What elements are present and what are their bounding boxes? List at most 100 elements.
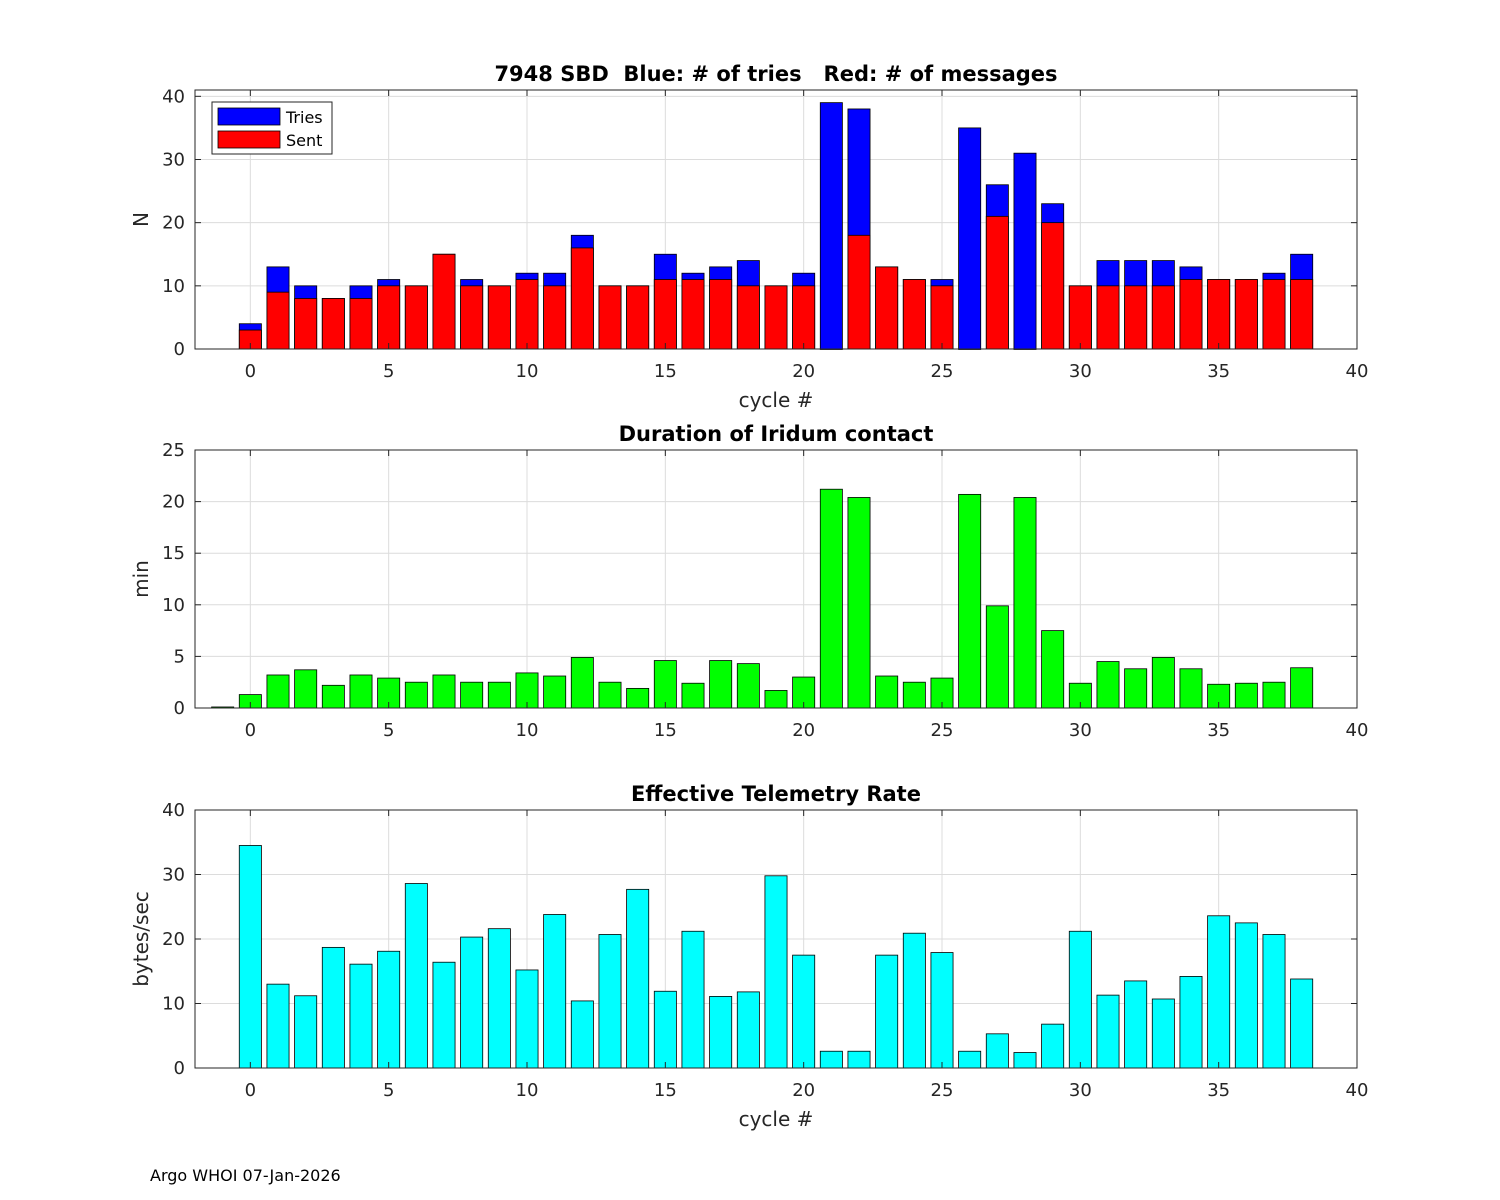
bar-rate-1 (266, 983, 290, 1069)
x-tick-label: 35 (1207, 361, 1230, 382)
bar-rate-26 (958, 1050, 982, 1069)
footer-label: Argo WHOI 07-Jan-2026 (150, 1166, 341, 1185)
bar-duration-31 (1096, 661, 1120, 709)
x-axis-label: cycle # (739, 388, 814, 412)
bar-duration-33 (1151, 657, 1175, 709)
x-tick-label: 5 (383, 361, 394, 382)
bar-rate-14 (626, 888, 650, 1069)
y-tick-label: 30 (162, 865, 185, 886)
bar-duration-37 (1262, 681, 1286, 709)
bar-duration-9 (487, 681, 511, 709)
x-tick-label: 35 (1207, 1080, 1230, 1101)
y-tick-label: 25 (162, 440, 185, 461)
bar-duration-1 (266, 674, 290, 709)
bar-rate-19 (764, 875, 788, 1069)
bar-sent-7 (432, 253, 456, 350)
y-axis-label: min (129, 560, 153, 598)
bar-sent-22 (847, 234, 871, 350)
bar-sent-6 (404, 285, 428, 350)
legend: Tries Sent (211, 101, 333, 155)
x-tick-label: 20 (792, 361, 815, 382)
bar-sent-37 (1262, 279, 1286, 350)
y-tick-label: 5 (174, 646, 185, 667)
x-tick-label: 15 (654, 720, 677, 741)
bar-duration-15 (653, 660, 677, 709)
bar-rate-31 (1096, 994, 1120, 1069)
bar-rate-15 (653, 990, 677, 1069)
legend-label-sent: Sent (286, 131, 322, 150)
bar-duration-7 (432, 674, 456, 709)
bar-sent-14 (626, 285, 650, 350)
bar-sent-2 (294, 298, 318, 350)
bar-duration-23 (875, 675, 899, 709)
x-axis-label: cycle # (739, 1107, 814, 1131)
bar-rate-22 (847, 1050, 871, 1069)
bar-duration-38 (1290, 667, 1314, 709)
bar-rate-23 (875, 954, 899, 1069)
x-tick-label: 25 (931, 361, 954, 382)
bar-sent-30 (1068, 285, 1092, 350)
bar-duration-8 (460, 681, 484, 709)
bar-sent-3 (321, 298, 345, 350)
bar-sent-5 (377, 285, 401, 350)
bar-rate-9 (487, 928, 511, 1069)
chart-title: 7948 SBD Blue: # of tries Red: # of mess… (494, 62, 1057, 86)
bar-sent-35 (1207, 279, 1231, 350)
bar-rate-27 (985, 1033, 1009, 1069)
x-tick-label: 10 (516, 720, 539, 741)
bar-rate-7 (432, 961, 456, 1069)
y-axis-label: N (129, 212, 153, 227)
y-tick-label: 20 (162, 213, 185, 234)
bar-rate-3 (321, 946, 345, 1069)
axes-box (194, 449, 1358, 709)
bar-rate-36 (1234, 922, 1258, 1069)
bar-rate-37 (1262, 934, 1286, 1069)
chart-panel-3: 0 5 10 15 20 25 30 35 40 0 10 20 30 40 Effective Telem… (129, 782, 1368, 1131)
x-tick-label: 0 (245, 720, 256, 741)
bar-rate-17 (709, 996, 733, 1069)
bar-duration-24 (902, 681, 926, 709)
bar-duration-29 (1041, 630, 1065, 709)
bar-rate-38 (1290, 978, 1314, 1069)
bar-rate-29 (1041, 1023, 1065, 1069)
bar-duration-2 (294, 669, 318, 709)
bar-sent-24 (902, 279, 926, 350)
bar-sent-29 (1041, 222, 1065, 350)
bar-duration-14 (626, 687, 650, 709)
bar-sent-4 (349, 298, 373, 350)
bar-duration-11 (543, 675, 567, 709)
bar-tries-28 (1013, 152, 1037, 350)
bar-rate-20 (792, 954, 816, 1069)
y-tick-label: 30 (162, 149, 185, 170)
x-tick-label: 20 (792, 1080, 815, 1101)
bar-duration-32 (1124, 668, 1148, 709)
x-tick-label: 30 (1069, 720, 1092, 741)
bar-sent-18 (736, 285, 760, 350)
bar-sent-1 (266, 291, 290, 350)
y-tick-label: 20 (162, 929, 185, 950)
bar-rate-25 (930, 952, 954, 1069)
bar-sent-13 (598, 285, 622, 350)
y-tick-label: 0 (174, 1058, 185, 1079)
x-tick-label: 5 (383, 1080, 394, 1101)
bar-rate-28 (1013, 1052, 1037, 1069)
y-tick-label: 10 (162, 276, 185, 297)
x-tick-label: 25 (931, 720, 954, 741)
bar-rate-16 (681, 930, 705, 1069)
chart-title: Effective Telemetry Rate (631, 782, 921, 806)
bar-sent-36 (1234, 279, 1258, 350)
bar-rate-24 (902, 932, 926, 1069)
y-tick-label: 40 (162, 86, 185, 107)
bar-tries-26 (958, 127, 982, 350)
bar-rate-6 (404, 883, 428, 1069)
bar-sent-23 (875, 266, 899, 350)
chart-title: Duration of Iridum contact (619, 422, 934, 446)
bar-duration-22 (847, 497, 871, 709)
y-tick-label: 15 (162, 543, 185, 564)
x-tick-label: 30 (1069, 1080, 1092, 1101)
x-tick-label: 25 (931, 1080, 954, 1101)
bar-sent-38 (1290, 279, 1314, 350)
bar-rate-0 (238, 845, 262, 1069)
x-tick-label: 40 (1346, 720, 1369, 741)
bar-sent-31 (1096, 285, 1120, 350)
